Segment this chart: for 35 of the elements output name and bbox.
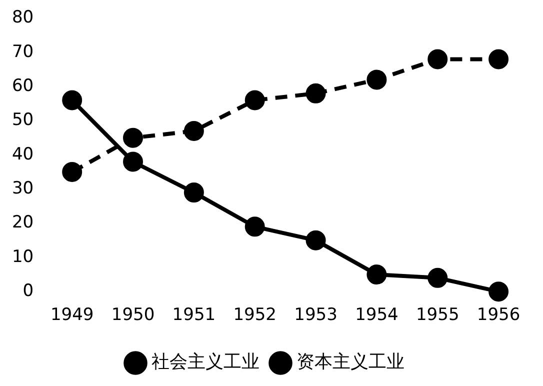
y-tick-label: 10 [12,246,34,267]
y-tick-label: 20 [12,212,34,233]
point [488,282,509,302]
point [488,49,509,70]
y-tick-label: 30 [12,178,34,198]
legend-label: 社会主义工业 [152,352,260,373]
point [366,264,387,285]
x-tick-label: 1954 [355,305,398,326]
x-tick-label: 1949 [50,305,94,326]
x-tick-label: 1950 [111,305,155,326]
x-tick-label: 1952 [233,305,276,326]
y-tick-label: 60 [12,76,34,96]
y-tick-label: 0 [22,281,34,302]
point [306,83,326,104]
point [62,162,82,182]
y-tick-label: 80 [12,8,34,28]
point [184,120,204,141]
y-tick-label: 40 [12,144,34,164]
y-tick-label: 50 [12,110,34,130]
x-tick-label: 1955 [416,305,460,326]
point [123,128,144,148]
point [428,49,448,70]
y-tick-label: 70 [12,42,34,62]
x-tick-label: 1956 [476,305,520,326]
point [244,216,265,237]
x-tick-label: 1953 [294,305,338,326]
point [184,182,204,202]
point [62,90,82,110]
legend-label: 资本主义工业 [296,352,404,373]
point [366,70,387,90]
point [244,90,265,110]
point [306,230,326,250]
point [428,268,448,288]
point [123,152,144,172]
x-tick-label: 1951 [172,305,216,326]
